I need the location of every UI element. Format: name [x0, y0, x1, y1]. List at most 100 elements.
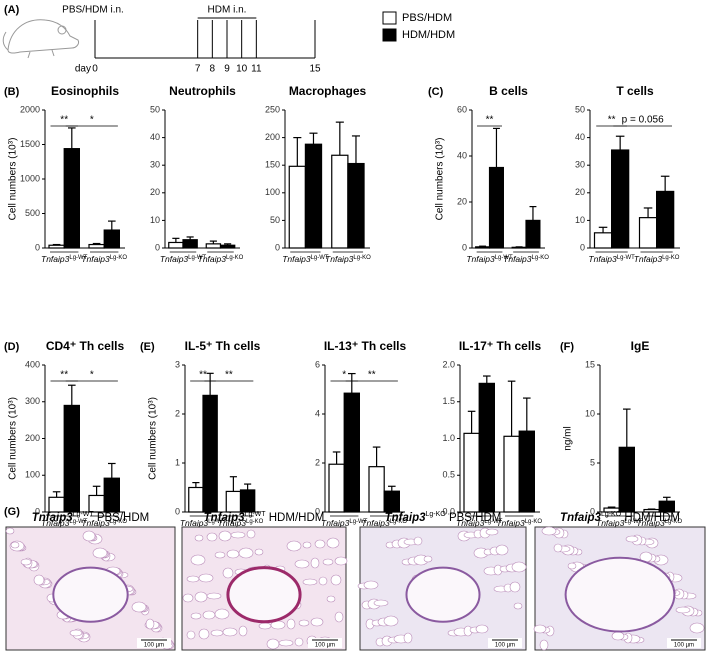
- scale-bar-label: 100 µm: [144, 643, 164, 649]
- genotype: Lg-KO: [665, 519, 683, 525]
- alveolus: [330, 574, 342, 586]
- alveolus: [186, 575, 200, 583]
- bar: [103, 477, 120, 513]
- x-group-label: Tnfaip3Lg-WT: [321, 518, 368, 528]
- error-bar: [529, 206, 537, 221]
- error-bar: [108, 220, 116, 231]
- scale-bar-bg: [308, 638, 342, 648]
- bar: [343, 392, 361, 513]
- genotype: Lg-KO: [246, 519, 264, 525]
- treatment: HDM/HDM: [624, 512, 680, 524]
- alveolus: [266, 638, 280, 650]
- airway: [564, 556, 676, 633]
- y-tick-label: 40: [457, 150, 467, 160]
- error-bar: [224, 243, 232, 246]
- genotype: Lg-KO: [532, 255, 550, 261]
- alveolus: [553, 543, 563, 553]
- error-bar: [209, 240, 217, 244]
- scale-bar-label: 100 µm: [674, 643, 694, 649]
- gene-name: Tnfaip3: [456, 518, 485, 528]
- airway: [226, 566, 302, 624]
- alveolus: [689, 622, 705, 634]
- error-bar: [192, 482, 200, 488]
- bar: [618, 446, 636, 513]
- error-bar: [479, 245, 487, 247]
- alveolus: [131, 601, 147, 613]
- y-axis-label: Cell numbers (10³): [435, 138, 446, 221]
- bar: [205, 243, 222, 249]
- genotype: Lg-WT: [495, 255, 513, 261]
- alveolus: [278, 639, 294, 647]
- bar: [202, 394, 218, 513]
- chart-title: IL-17⁺ Th cells: [459, 339, 542, 353]
- gene-name: Tnfaip3: [180, 518, 209, 528]
- genotype: Lg-KO: [525, 519, 543, 525]
- timeline-tick-label: 7: [195, 64, 201, 75]
- alveolus: [539, 639, 549, 651]
- alveolus: [513, 602, 523, 610]
- y-tick-label: 6: [315, 359, 320, 369]
- alveolus: [246, 529, 256, 539]
- gene-name: Tnfaip3: [81, 518, 110, 528]
- error-bar: [348, 372, 356, 394]
- x-group-label: Tnfaip3Lg-WT: [596, 518, 643, 528]
- x-group-label: Tnfaip3Lg-WT: [180, 518, 227, 528]
- genotype: Lg-WT: [69, 519, 87, 525]
- alveolus: [226, 549, 240, 559]
- x-group-label: Tnfaip3Lg-WT: [588, 254, 635, 264]
- significance-label: **: [486, 115, 494, 126]
- chart-title: CD4⁺ Th cells: [46, 339, 125, 353]
- alveolus: [10, 541, 20, 549]
- alveolus: [611, 631, 625, 641]
- significance-label: **: [60, 115, 68, 126]
- x-group-label: Tnfaip3Lg-KO: [496, 518, 542, 528]
- y-tick-label: 50: [270, 215, 280, 225]
- y-tick-label: 15: [585, 359, 595, 369]
- error-bar: [335, 121, 344, 156]
- gene-name: Tnfaip3: [218, 518, 247, 528]
- chart-title: Macrophages: [289, 84, 367, 98]
- error-bar: [229, 476, 237, 492]
- chart-title: Neutrophils: [169, 84, 236, 98]
- alveolus: [302, 578, 318, 586]
- error-bar: [607, 506, 616, 509]
- bar: [478, 382, 496, 513]
- panel-label: (B): [4, 86, 20, 98]
- alveolus: [82, 530, 96, 542]
- y-tick-label: 0: [35, 506, 40, 516]
- significance-label: **: [608, 115, 616, 126]
- error-bar: [523, 397, 531, 432]
- bar: [518, 430, 536, 513]
- alveolus: [373, 599, 389, 607]
- alveolus: [194, 591, 208, 603]
- y-axis-label: Cell numbers (10³): [8, 397, 19, 480]
- genotype: Lg-WT: [208, 519, 226, 525]
- alveolus: [210, 629, 224, 637]
- x-group-label: Tnfaip3Lg-WT: [282, 254, 329, 264]
- alveolus: [302, 541, 312, 549]
- alveolus: [485, 528, 499, 536]
- gene-name: Tnfaip3: [160, 254, 189, 264]
- error-bar: [108, 462, 116, 479]
- y-tick-label: 1.0: [442, 433, 455, 443]
- y-tick-label: 40: [150, 132, 160, 142]
- bar: [347, 162, 365, 249]
- alveolus: [533, 624, 547, 634]
- significance-label: **: [199, 370, 207, 381]
- alveolus: [186, 630, 196, 640]
- alveolus: [238, 547, 254, 559]
- y-tick-label: 100: [265, 187, 280, 197]
- bar: [593, 232, 613, 249]
- y-tick-label: 2.0: [442, 359, 455, 369]
- genotype: Lg-KO: [110, 255, 128, 261]
- timeline-tick-label: 10: [236, 64, 248, 75]
- alveolus: [145, 618, 155, 630]
- error-bar: [351, 135, 361, 164]
- bar: [63, 148, 80, 249]
- y-tick-label: 10: [150, 215, 160, 225]
- y-tick-label: 30: [150, 160, 160, 170]
- bar: [328, 463, 345, 513]
- error-bar: [372, 446, 381, 467]
- alveolus: [20, 558, 32, 566]
